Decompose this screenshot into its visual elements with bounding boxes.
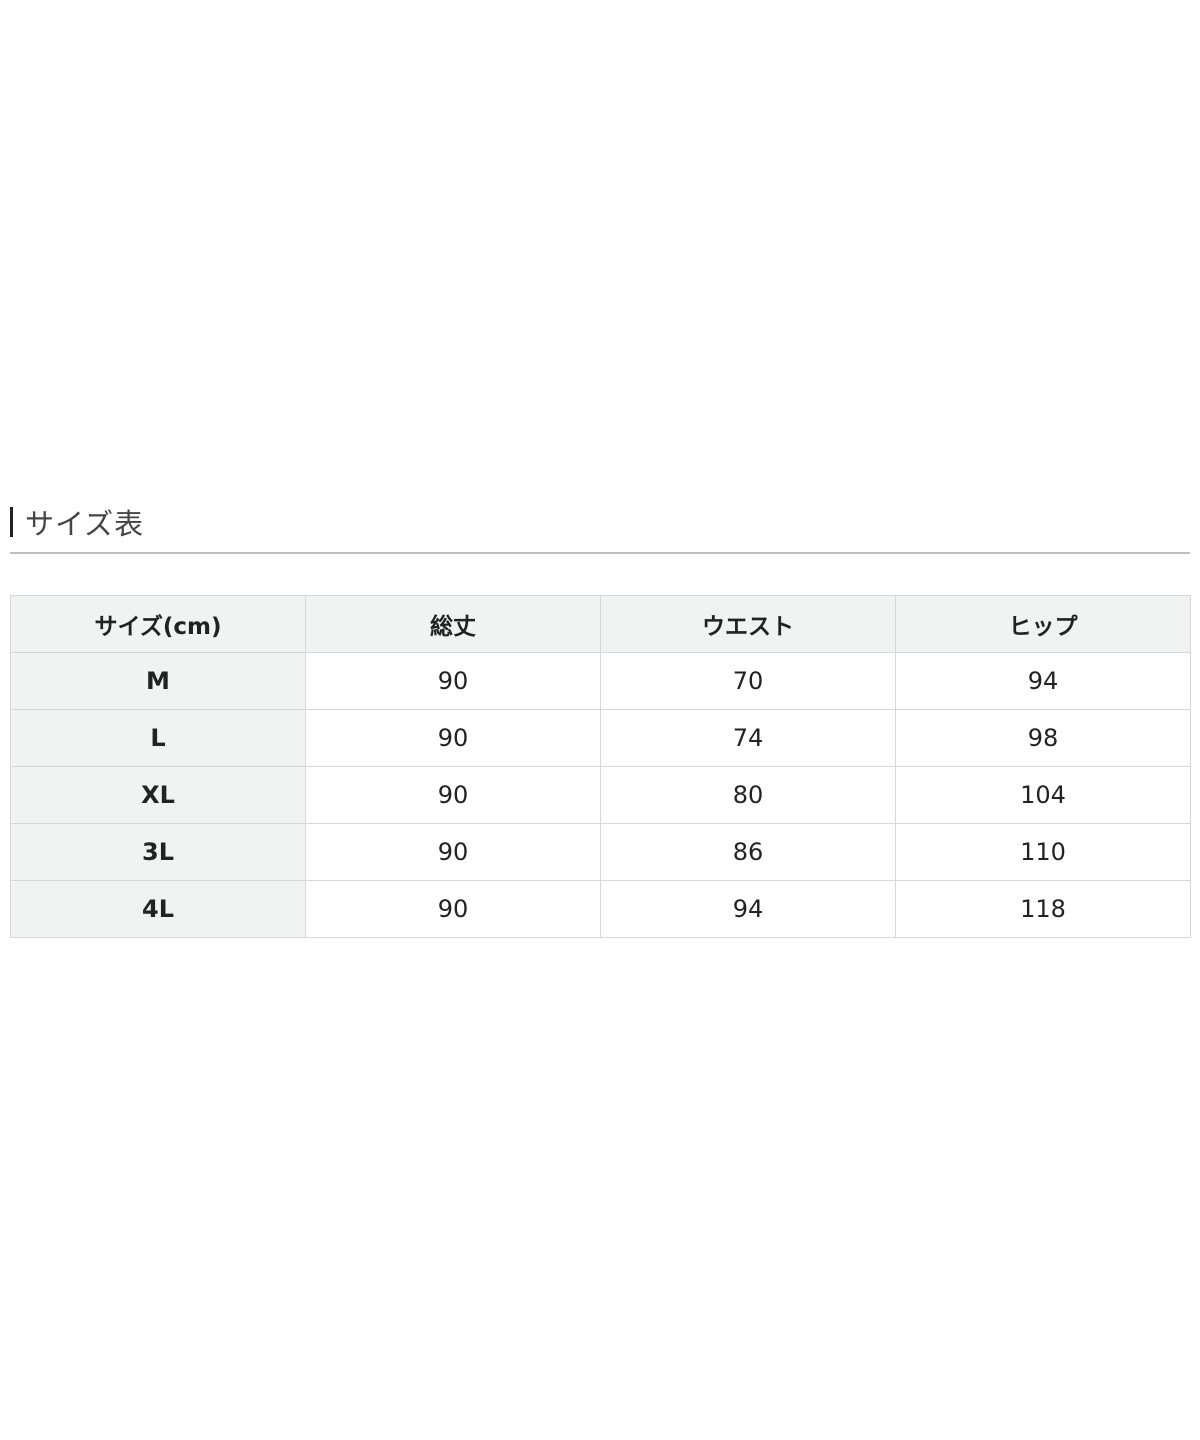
measurement-cell: 90 bbox=[305, 880, 601, 938]
section-title: サイズ表 bbox=[10, 500, 1190, 544]
table-row: 4L 90 94 118 bbox=[10, 880, 1191, 938]
measurement-cell: 110 bbox=[895, 823, 1191, 881]
measurement-cell: 94 bbox=[895, 652, 1191, 710]
size-label-cell: 3L bbox=[10, 823, 306, 881]
measurement-cell: 90 bbox=[305, 709, 601, 767]
measurement-cell: 74 bbox=[600, 709, 896, 767]
table-row: M 90 70 94 bbox=[10, 652, 1191, 710]
measurement-cell: 90 bbox=[305, 823, 601, 881]
title-text: サイズ表 bbox=[25, 507, 145, 541]
measurement-cell: 90 bbox=[305, 652, 601, 710]
measurement-cell: 118 bbox=[895, 880, 1191, 938]
measurement-cell: 86 bbox=[600, 823, 896, 881]
measurement-cell: 70 bbox=[600, 652, 896, 710]
measurement-cell: 104 bbox=[895, 766, 1191, 824]
column-header: ウエスト bbox=[600, 595, 896, 653]
measurement-cell: 98 bbox=[895, 709, 1191, 767]
column-header: ヒップ bbox=[895, 595, 1191, 653]
size-label-cell: 4L bbox=[10, 880, 306, 938]
size-label-cell: XL bbox=[10, 766, 306, 824]
size-label-cell: L bbox=[10, 709, 306, 767]
table-header-row: サイズ(cm) 総丈 ウエスト ヒップ bbox=[10, 595, 1191, 653]
table-row: L 90 74 98 bbox=[10, 709, 1191, 767]
measurement-cell: 90 bbox=[305, 766, 601, 824]
table-row: 3L 90 86 110 bbox=[10, 823, 1191, 881]
title-divider bbox=[10, 552, 1190, 554]
size-table: サイズ(cm) 総丈 ウエスト ヒップ M 90 70 94 L 90 74 98 XL 90 80 104… bbox=[10, 595, 1191, 938]
column-header: サイズ(cm) bbox=[10, 595, 306, 653]
column-header: 総丈 bbox=[305, 595, 601, 653]
measurement-cell: 94 bbox=[600, 880, 896, 938]
title-accent-bar bbox=[10, 507, 13, 537]
table-row: XL 90 80 104 bbox=[10, 766, 1191, 824]
size-label-cell: M bbox=[10, 652, 306, 710]
measurement-cell: 80 bbox=[600, 766, 896, 824]
